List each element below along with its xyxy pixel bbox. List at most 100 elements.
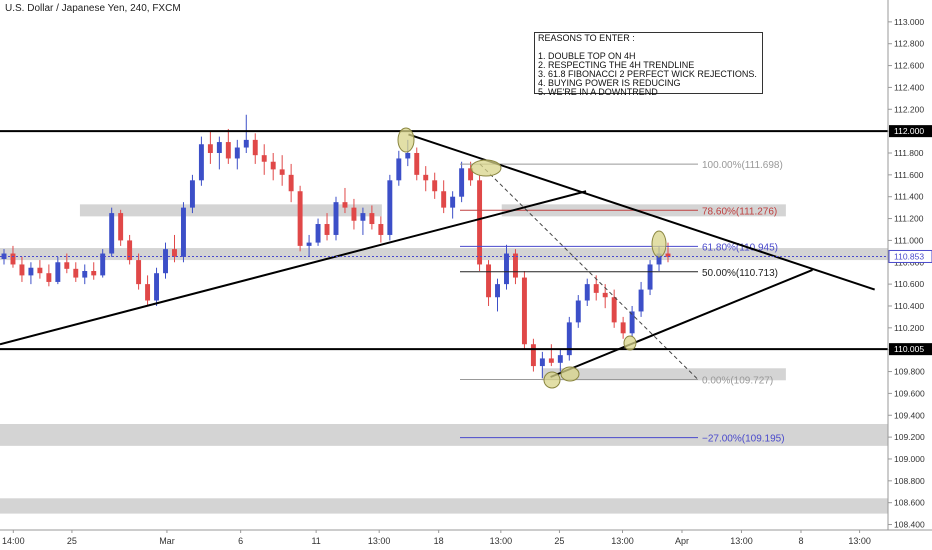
candle-body [539, 358, 545, 367]
price-tick-label: 109.600 [894, 388, 925, 398]
highlight-marker [470, 159, 502, 177]
candle-body [602, 292, 608, 298]
candle-body [10, 253, 16, 265]
time-tick-label: 13:00 [848, 536, 871, 546]
candle-body [521, 277, 527, 345]
reason-item: 4. BUYING POWER IS REDUCING [538, 78, 681, 88]
reasons-note[interactable]: REASONS TO ENTER : 1. DOUBLE TOP ON 4H 2… [534, 32, 763, 97]
reason-item: 2. RESPECTING THE 4H TRENDLINE [538, 60, 695, 70]
candle-body [468, 168, 474, 181]
candle-body [432, 180, 438, 192]
candle-body [243, 139, 249, 148]
candle-body [198, 144, 204, 181]
level-price-tag-label: 110.005 [894, 344, 924, 354]
support-resistance-zone [0, 498, 888, 514]
highlight-marker [560, 366, 580, 382]
price-tick-label: 108.800 [894, 476, 925, 486]
reason-item: 3. 61.8 FIBONACCI 2 PERFECT WICK REJECTI… [538, 69, 757, 79]
price-tick-label: 111.600 [894, 170, 924, 180]
price-tick-label: 111.000 [894, 235, 924, 245]
price-tick-label: 111.800 [894, 148, 924, 158]
candle-body [28, 267, 34, 276]
highlight-marker [397, 127, 415, 153]
support-resistance-zone [541, 368, 786, 381]
fib-level-label: −27.00%(109.195) [702, 434, 785, 445]
candle-body [55, 262, 61, 282]
level-price-tag-label: 112.000 [894, 126, 924, 136]
candle-body [279, 169, 285, 175]
current-price-tag-label: 110.853 [894, 251, 924, 261]
support-resistance-zone [79, 204, 382, 217]
candle-body [360, 213, 366, 221]
support-resistance-zone [0, 424, 888, 446]
reason-item: 1. DOUBLE TOP ON 4H [538, 51, 636, 61]
candle-body [73, 268, 79, 278]
candle-body [647, 264, 653, 290]
candle-body [270, 161, 276, 170]
candle-body [378, 224, 384, 235]
candle-body [396, 158, 402, 181]
trendline [550, 268, 813, 378]
highlight-marker [623, 335, 637, 351]
candle-body [154, 273, 160, 301]
price-tick-label: 112.400 [894, 82, 924, 92]
candle-body [19, 264, 25, 276]
price-tick-label: 109.000 [894, 454, 925, 464]
support-resistance-zone [0, 248, 888, 261]
candle-body [136, 260, 142, 285]
reason-item: 5. WE'RE IN A DOWNTREND [538, 87, 658, 97]
candle-body [584, 284, 590, 301]
level-price-tag [889, 125, 932, 138]
candle-body [306, 242, 312, 246]
candle-body [297, 191, 303, 246]
candle-body [477, 180, 483, 265]
candle-body [656, 253, 662, 265]
candle-body [180, 207, 186, 257]
time-tick-label: 6 [238, 536, 243, 546]
fib-level-label: 61.80%(110.945) [702, 242, 778, 253]
candle-body [486, 264, 492, 298]
time-tick-label: 13:00 [730, 536, 753, 546]
candle-body [37, 267, 43, 274]
price-tick-label: 109.200 [894, 432, 925, 442]
time-tick-label: Mar [159, 536, 175, 546]
candle-body [252, 139, 258, 156]
candle-body [127, 240, 133, 261]
reasons-heading: REASONS TO ENTER : [538, 33, 635, 43]
time-tick-label: 14:00 [2, 536, 25, 546]
current-price-tag [888, 249, 932, 263]
price-tick-label: 108.600 [894, 498, 925, 508]
candle-body [387, 180, 393, 235]
candle-body [207, 144, 213, 153]
candle-body [495, 284, 500, 298]
candle-body [261, 155, 267, 162]
fib-level-label: 78.60%(111.276) [702, 206, 777, 217]
candle-body [459, 168, 465, 197]
price-tick-label: 109.400 [894, 410, 925, 420]
candle-body [369, 213, 375, 225]
time-tick-label: 25 [554, 536, 564, 546]
candle-body [593, 284, 599, 293]
candle-body [82, 271, 88, 278]
candle-body [189, 180, 195, 208]
candle-body [405, 152, 411, 159]
time-tick-label: Apr [675, 536, 689, 546]
candle-body [324, 224, 330, 235]
candle-body [163, 249, 168, 274]
candle-body [333, 202, 339, 235]
chart-title: U.S. Dollar / Japanese Yen, 240, FXCM [5, 3, 181, 14]
candle-body [423, 174, 429, 181]
candle-body [118, 213, 124, 241]
time-tick-label: 13:00 [490, 536, 513, 546]
candle-body [504, 253, 509, 285]
price-tick-label: 109.800 [894, 367, 925, 377]
candle-body [216, 142, 222, 153]
time-tick-label: 8 [798, 536, 803, 546]
candle-body [575, 300, 581, 323]
candle-body [629, 311, 635, 334]
highlight-marker [651, 230, 667, 258]
candle-body [530, 344, 536, 367]
candle-body [100, 253, 106, 276]
